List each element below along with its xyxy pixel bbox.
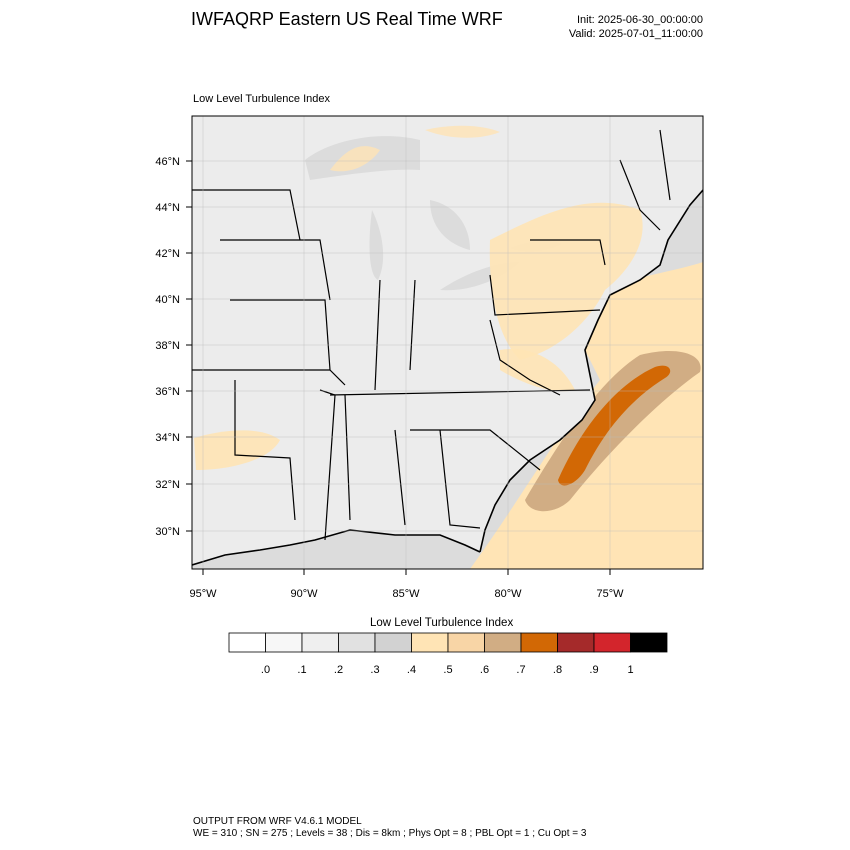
colorbar-tick-label: .3: [370, 664, 379, 676]
colorbar-tick-label: .0: [261, 664, 270, 676]
lat-ticks: [186, 160, 192, 532]
colorbar-tick-label: .1: [297, 664, 306, 676]
lon-ticks: [202, 569, 611, 575]
lat-label: 34°N: [155, 432, 180, 444]
main-title: IWFAQRP Eastern US Real Time WRF: [191, 9, 503, 29]
graticule: [192, 116, 703, 569]
lat-label: 32°N: [155, 479, 180, 491]
colorbar-swatch: [520, 632, 558, 653]
lake-huron: [430, 200, 470, 250]
colorbar-tick-label: .9: [589, 664, 598, 676]
colorbar-swatch: [630, 632, 668, 653]
lat-label: 40°N: [155, 294, 180, 306]
footer-params-line: WE = 310 ; SN = 275 ; Levels = 38 ; Dis …: [193, 828, 587, 839]
texas-turbulence-patch: [194, 430, 280, 470]
colorbar-tick-label: .4: [407, 664, 416, 676]
lon-label: 90°W: [290, 588, 318, 600]
colorbar-swatch: [557, 632, 595, 653]
colorbar-tick-label: 1: [627, 664, 633, 676]
colorbar-tick-labels: .0 .1 .2 .3 .4 .5 .6 .7 .8 .9 1: [261, 664, 634, 676]
colorbar: [228, 632, 668, 653]
colorbar-tick-label: .5: [443, 664, 452, 676]
lat-label: 30°N: [155, 526, 180, 538]
lon-label: 85°W: [392, 588, 420, 600]
colorbar-tick-label: .6: [480, 664, 489, 676]
colorbar-tick-label: .2: [334, 664, 343, 676]
footer-model-line: OUTPUT FROM WRF V4.6.1 MODEL: [193, 816, 362, 827]
colorbar-tick-label: .7: [516, 664, 525, 676]
lat-label: 38°N: [155, 340, 180, 352]
map-subtitle: Low Level Turbulence Index: [193, 93, 330, 105]
lat-label: 36°N: [155, 386, 180, 398]
colorbar-swatch: [447, 632, 485, 653]
atlantic-turbulence-core: [558, 365, 671, 486]
colorbar-swatch: [228, 632, 266, 653]
colorbar-tick-label: .8: [553, 664, 562, 676]
northeast-turbulence-patch: [489, 202, 643, 360]
valid-time-label: Valid: 2025-07-01_11:00:00: [568, 28, 703, 40]
colorbar-swatch: [374, 632, 412, 653]
lat-label: 46°N: [155, 156, 180, 168]
colorbar-swatch: [411, 632, 449, 653]
colorbar-swatch: [484, 632, 522, 653]
lake-michigan: [369, 210, 384, 280]
map-field: [192, 116, 703, 569]
init-time-label: Init: 2025-06-30_00:00:00: [577, 14, 703, 26]
lat-label: 42°N: [155, 248, 180, 260]
map-frame: [191, 115, 704, 570]
colorbar-swatch: [338, 632, 376, 653]
virginia-turbulence-patch: [500, 349, 575, 392]
colorbar-title: Low Level Turbulence Index: [370, 617, 514, 629]
coastlines: [192, 189, 703, 566]
lon-label: 95°W: [189, 588, 217, 600]
colorbar-swatch: [265, 632, 303, 653]
superior-turbulence-patch: [330, 146, 380, 172]
lon-label: 75°W: [596, 588, 624, 600]
colorbar-swatch: [593, 632, 631, 653]
north-turbulence-patch: [425, 125, 500, 138]
state-borders: [192, 129, 671, 541]
lon-label: 80°W: [494, 588, 522, 600]
lat-label: 44°N: [155, 202, 180, 214]
colorbar-swatch: [301, 632, 339, 653]
